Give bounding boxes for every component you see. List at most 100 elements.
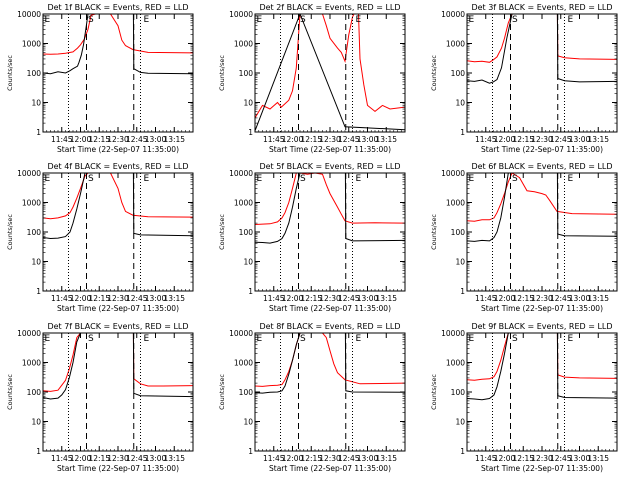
axes-frame [42,332,194,452]
y-tick-label: 100 [451,388,466,397]
x-tick-label: 13:15 [375,454,397,463]
panel-title: Det 8f BLACK = Events, RED = LLD [259,322,400,331]
panel-title: Det 5f BLACK = Events, RED = LLD [259,162,400,171]
x-axis-label: Start Time (22-Sep-07 11:35:00) [269,464,391,473]
x-tick-label: 12:00 [282,135,304,144]
y-tick-label: 100 [239,69,254,78]
x-tick-label: 12:15 [512,294,534,303]
x-tick-label: 12:45 [126,294,148,303]
x-tick-label: 11:45 [263,135,285,144]
x-tick-label: 12:45 [126,454,148,463]
x-tick-label: 12:45 [550,454,572,463]
y-tick-label: 10 [31,258,41,267]
y-tick-label: 10000 [17,10,41,19]
y-tick-label: 10000 [441,329,465,338]
red-series-line [255,333,405,387]
x-tick-label: 13:00 [357,294,379,303]
x-axis-label: Start Time (22-Sep-07 11:35:00) [269,304,391,313]
x-tick-label: 12:00 [494,135,516,144]
interval-marker-s: S [88,334,94,344]
black-series-line [467,333,617,401]
axes-frame [466,13,618,133]
y-tick-label: 1 [36,447,41,456]
x-tick-label: 11:45 [475,294,497,303]
y-tick-label: 10 [455,258,465,267]
x-tick-label: 13:15 [375,294,397,303]
x-tick-label: 12:30 [319,294,341,303]
x-tick-label: 11:45 [475,454,497,463]
x-tick-label: 13:00 [569,454,591,463]
y-tick-label: 10 [455,418,465,427]
y-tick-label: 1000 [446,359,465,368]
interval-marker-s: S [300,334,306,344]
panel-title: Det 7f BLACK = Events, RED = LLD [47,322,188,331]
red-series-line [43,14,193,55]
y-axis-label: Counts/sec [430,55,438,91]
interval-marker-e: E [257,174,263,184]
y-tick-label: 1000 [22,199,41,208]
x-tick-label: 12:15 [300,135,322,144]
x-tick-label: 11:45 [263,294,285,303]
y-axis-label: Counts/sec [218,214,226,250]
x-tick-label: 12:15 [300,454,322,463]
axes-frame [466,172,618,292]
x-tick-label: 12:30 [319,135,341,144]
x-tick-label: 12:15 [512,135,534,144]
y-axis-label: Counts/sec [6,214,14,250]
y-tick-label: 1 [248,447,253,456]
x-axis-label: Start Time (22-Sep-07 11:35:00) [481,145,603,154]
y-axis-label: Counts/sec [6,55,14,91]
x-tick-label: 12:30 [107,294,129,303]
y-tick-label: 100 [27,388,42,397]
interval-marker-e: E [568,15,574,25]
y-tick-label: 1000 [234,199,253,208]
y-tick-label: 10000 [441,10,465,19]
interval-marker-s: S [300,15,306,25]
interval-marker-e: E [568,174,574,184]
x-tick-label: 12:00 [70,294,92,303]
red-series-line [255,173,405,225]
interval-marker-e: E [144,334,150,344]
x-tick-label: 13:15 [163,454,185,463]
x-tick-label: 11:45 [51,294,73,303]
x-tick-label: 12:45 [338,294,360,303]
x-axis-label: Start Time (22-Sep-07 11:35:00) [57,464,179,473]
interval-marker-e: E [469,15,475,25]
interval-marker-s: S [300,174,306,184]
y-tick-label: 1 [460,287,465,296]
black-series-line [43,14,193,75]
interval-marker-e: E [469,174,475,184]
x-tick-label: 12:00 [282,294,304,303]
x-tick-label: 13:00 [145,135,167,144]
x-tick-label: 13:00 [569,135,591,144]
interval-marker-e: E [45,174,51,184]
x-axis-label: Start Time (22-Sep-07 11:35:00) [481,304,603,313]
red-series-line [467,333,617,381]
x-tick-label: 12:15 [300,294,322,303]
interval-marker-e: E [45,15,51,25]
interval-marker-e: E [568,334,574,344]
x-tick-label: 13:15 [587,135,609,144]
x-axis-label: Start Time (22-Sep-07 11:35:00) [57,304,179,313]
x-tick-label: 12:45 [338,454,360,463]
y-tick-label: 10 [243,418,253,427]
x-tick-label: 11:45 [51,135,73,144]
black-series-line [255,173,405,244]
y-tick-label: 1 [248,128,253,137]
panel-title: Det 9f BLACK = Events, RED = LLD [471,322,612,331]
black-series-line [255,14,405,131]
y-tick-label: 1 [460,128,465,137]
y-tick-label: 100 [451,69,466,78]
axes-frame [254,172,406,292]
axes-frame [42,172,194,292]
interval-marker-e: E [144,15,150,25]
x-axis-label: Start Time (22-Sep-07 11:35:00) [269,145,391,154]
x-tick-label: 13:15 [587,294,609,303]
y-tick-label: 1000 [446,40,465,49]
x-tick-label: 12:15 [88,294,110,303]
